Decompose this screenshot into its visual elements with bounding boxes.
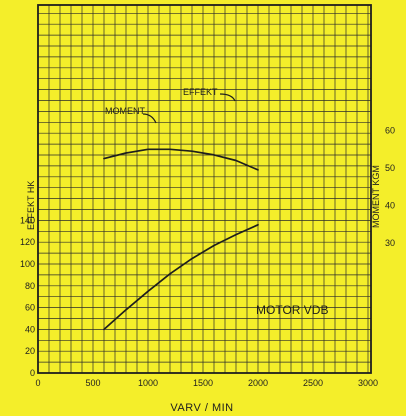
- y-left-tick-label: 60: [25, 303, 35, 313]
- y-left-tick-label: 120: [20, 237, 35, 247]
- y-left-tick-label: 140: [20, 215, 35, 225]
- series-line-moment: [103, 148, 259, 171]
- y-left-axis-ticks: 0 20 40 60 80 100 120 140: [20, 215, 35, 378]
- plot-border: [37, 4, 372, 374]
- y-left-tick-label: 20: [25, 346, 35, 356]
- y-left-tick-label: 40: [25, 324, 35, 334]
- x-tick-label: 2500: [303, 378, 323, 388]
- grid: [38, 5, 371, 373]
- effekt-annotation: EFFEKT: [183, 87, 218, 97]
- y-left-axis-label: EFFEKT HK: [26, 181, 36, 230]
- x-tick-label: 1500: [193, 378, 213, 388]
- series-group: [103, 148, 259, 331]
- moment-annotation: MOMENT: [105, 106, 145, 116]
- y-right-tick-label: 30: [385, 238, 395, 248]
- y-right-tick-label: 50: [385, 163, 395, 173]
- x-tick-label: 2000: [248, 378, 268, 388]
- x-tick-label: 3000: [358, 378, 378, 388]
- plot-frame: [37, 4, 372, 374]
- effekt-annotation-arrow: [219, 93, 236, 102]
- x-tick-label: 1000: [138, 378, 158, 388]
- y-right-axis-ticks: 30 40 50 60: [385, 126, 395, 248]
- y-right-tick-label: 60: [385, 126, 395, 136]
- x-axis-label: VARV / MIN: [170, 402, 233, 414]
- y-left-tick-label: 80: [25, 281, 35, 291]
- x-tick-label: 500: [85, 378, 100, 388]
- x-axis-ticks: 0 500 1000 1500 2000 2500 3000: [35, 378, 378, 388]
- x-tick-label: 0: [35, 378, 40, 388]
- series-line-effekt: [103, 223, 259, 331]
- y-right-tick-label: 40: [385, 200, 395, 210]
- y-left-tick-label: 0: [30, 368, 35, 378]
- chart-title: MOTOR VDB: [256, 303, 328, 317]
- plot-area: [38, 5, 371, 373]
- moment-annotation-arrow: [142, 113, 157, 124]
- y-right-axis-label: MOMENT KGM: [371, 165, 381, 228]
- y-left-tick-label: 100: [20, 259, 35, 269]
